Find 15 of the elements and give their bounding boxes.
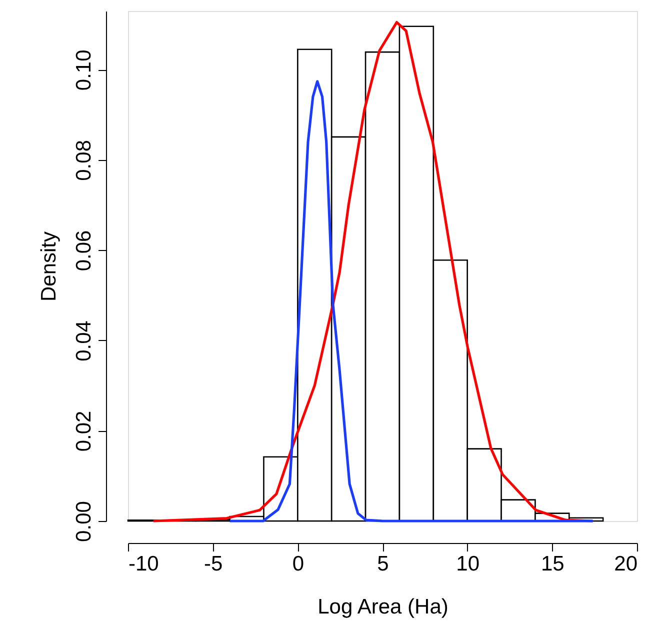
y-tick-label: 0.06 — [72, 230, 96, 272]
y-tick-label: 0.00 — [72, 501, 96, 542]
y-axis-title: Density — [38, 230, 60, 302]
y-tick-label: 0.08 — [72, 140, 96, 181]
y-tick-label: 0.04 — [72, 320, 96, 362]
x-tick-label: -10 — [128, 552, 159, 576]
x-tick-label: 5 — [377, 552, 389, 576]
x-tick-label: 20 — [614, 552, 638, 576]
y-tick-label: 0.10 — [72, 50, 96, 91]
x-tick-label: 0 — [292, 552, 304, 576]
x-tick-label: 10 — [456, 552, 480, 576]
y-tick-label: 0.02 — [72, 410, 96, 452]
x-tick-label: 15 — [540, 552, 564, 576]
x-axis-title: Log Area (Ha) — [318, 596, 448, 618]
x-tick-label: -5 — [204, 552, 223, 576]
